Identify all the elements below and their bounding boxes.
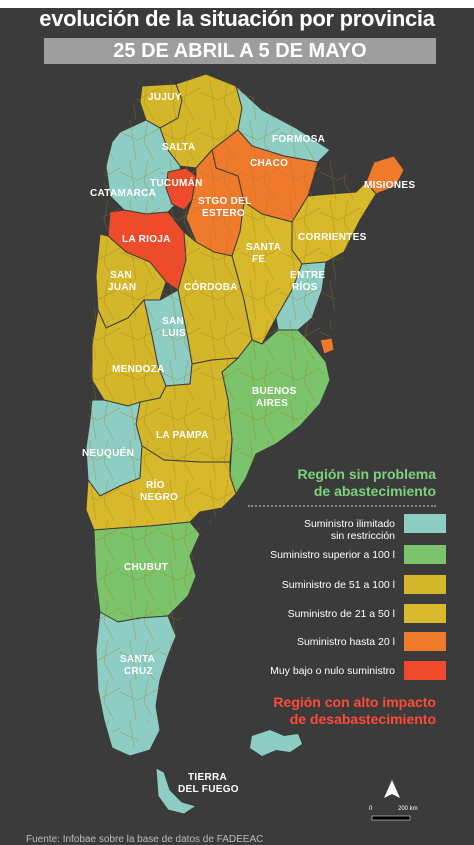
label-san-juan-2: JUAN	[108, 282, 136, 293]
label-rio-negro-1: RÍO	[146, 478, 165, 491]
label-la-rioja: LA RIOJA	[122, 234, 171, 245]
label-santa-fe-1: SANTA	[246, 242, 281, 253]
label-misiones: MISIONES	[364, 180, 415, 191]
legend-title-ok: Región sin problema de abastecimiento	[297, 466, 436, 499]
legend-item-unlimited: Suministro ilimitado sin restricción	[240, 514, 450, 542]
legend-swatch	[404, 632, 446, 651]
label-santa-fe-2: FE	[252, 254, 265, 265]
page-title: evolución de la situación por provincia	[39, 6, 435, 31]
legend-item-up-to-20: Suministro hasta 20 l	[240, 632, 450, 652]
label-san-juan-1: SAN	[110, 270, 132, 281]
legend-item-51-100: Suministro de 51 a 100 l	[240, 575, 450, 595]
label-formosa: FORMOSA	[272, 134, 325, 145]
label-jujuy: JUJUY	[148, 92, 182, 103]
label-santa-cruz-1: SANTA	[120, 654, 155, 665]
legend-swatch	[404, 661, 446, 680]
label-salta: SALTA	[162, 142, 195, 153]
legend-separator	[248, 505, 436, 507]
label-san-luis-1: SAN	[162, 316, 184, 327]
legend-swatch	[404, 575, 446, 594]
label-tdf-1: TIERRA	[188, 772, 227, 783]
label-san-luis-2: LUIS	[162, 328, 186, 339]
legend-item-over-100: Suministro superior a 100 l	[240, 545, 450, 565]
label-cordoba: CÓRDOBA	[184, 280, 238, 293]
label-entre-rios-2: RÍOS	[292, 280, 318, 293]
label-stgo-1: STGO DEL	[198, 196, 252, 207]
label-corrientes: CORRIENTES	[298, 232, 367, 243]
label-entre-rios-1: ENTRE	[290, 270, 325, 281]
label-catamarca: CATAMARCA	[90, 188, 156, 199]
date-range-banner: 25 DE ABRIL A 5 DE MAYO	[44, 38, 436, 64]
label-mendoza: MENDOZA	[112, 364, 165, 375]
label-neuquen: NEUQUÉN	[82, 446, 134, 459]
label-tucuman: TUCUMÁN	[150, 176, 203, 189]
label-rio-negro-2: NEGRO	[140, 492, 178, 503]
scale-distance: 200 km	[398, 806, 418, 812]
scale-bar	[371, 815, 411, 821]
legend-item-very-low: Muy bajo o nulo suministro	[240, 661, 450, 681]
road-network	[86, 74, 404, 756]
label-chaco: CHACO	[250, 158, 288, 169]
label-la-pampa: LA PAMPA	[156, 430, 209, 441]
label-buenos-aires-2: AIRES	[256, 398, 288, 409]
legend-swatch	[404, 604, 446, 623]
label-tdf-2: DEL FUEGO	[178, 784, 239, 795]
label-buenos-aires-1: BUENOS	[252, 386, 297, 397]
source-note: Fuente: Infobae sobre la base de datos d…	[26, 834, 264, 845]
top-bar	[0, 0, 474, 8]
legend-swatch	[404, 545, 446, 564]
province-tierra-del-fuego[interactable]	[155, 767, 198, 815]
label-stgo-2: ESTERO	[202, 208, 245, 219]
scale-zero: 0	[369, 806, 373, 812]
north-arrow-icon	[384, 780, 400, 798]
islas-malvinas	[250, 730, 302, 756]
label-santa-cruz-2: CRUZ	[124, 666, 153, 677]
legend-title-bad: Región con alto impacto de desabastecimi…	[273, 694, 436, 727]
label-chubut: CHUBUT	[124, 562, 168, 573]
legend-swatch	[404, 514, 446, 533]
legend-item-21-50: Suministro de 21 a 50 l	[240, 604, 450, 624]
